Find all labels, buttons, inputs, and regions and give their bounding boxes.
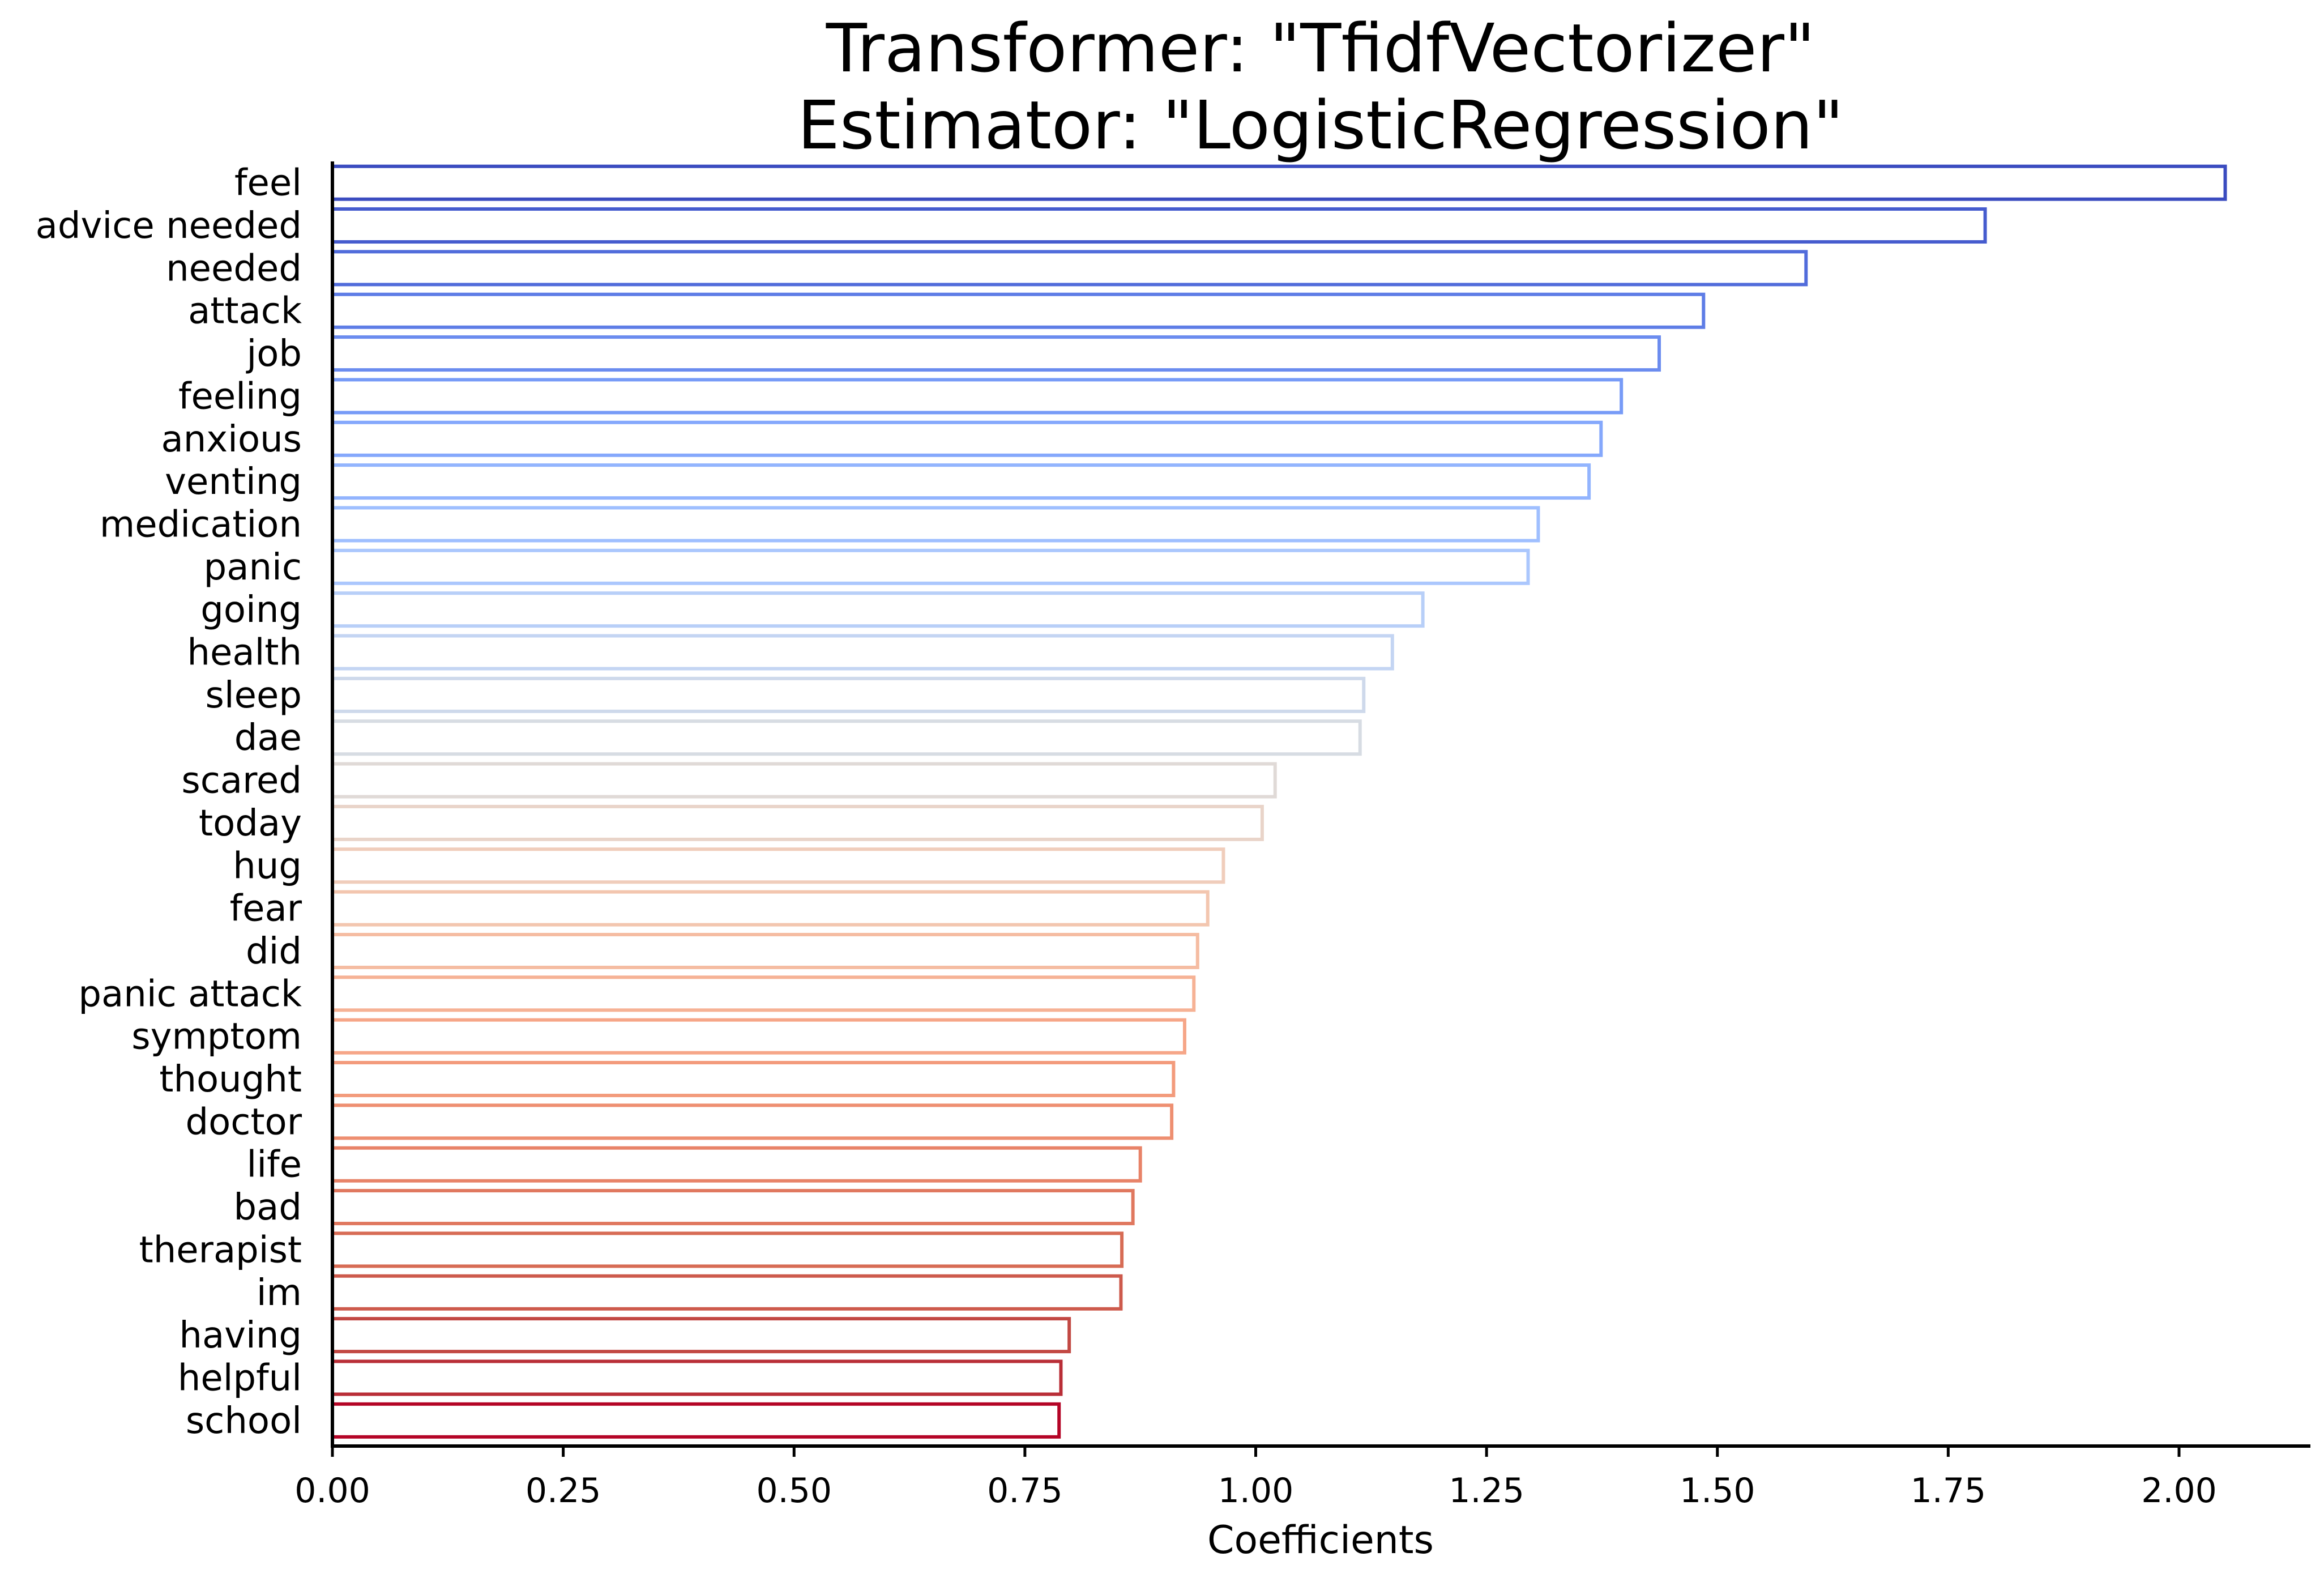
title-line-2: Estimator: "LogisticRegression" xyxy=(797,86,1843,164)
category-label: medication xyxy=(100,504,302,545)
bar-having xyxy=(331,1317,1071,1354)
bar-fear xyxy=(331,890,1210,927)
category-label: bad xyxy=(234,1187,302,1229)
bar-helpful xyxy=(331,1359,1063,1396)
category-label: feel xyxy=(234,163,302,204)
bar-thought xyxy=(331,1061,1176,1098)
category-label: job xyxy=(245,333,302,375)
bar-symptom xyxy=(331,1018,1186,1055)
bar-going xyxy=(331,591,1425,628)
category-label: feeling xyxy=(178,376,302,417)
x-tick-label: 1.00 xyxy=(1218,1471,1294,1511)
bars-group xyxy=(331,164,2227,1439)
category-label: health xyxy=(187,632,302,674)
bar-health xyxy=(331,634,1394,671)
bar-feel xyxy=(331,164,2227,201)
category-label: hug xyxy=(233,845,302,887)
category-label: going xyxy=(200,589,302,631)
category-label: im xyxy=(257,1272,302,1314)
x-tick-label: 0.50 xyxy=(756,1471,832,1511)
bar-advice-needed xyxy=(331,207,1987,244)
chart-title: Transformer: "TfidfVectorizer" Estimator… xyxy=(797,9,1843,164)
category-label: helpful xyxy=(178,1357,302,1399)
category-label: having xyxy=(179,1315,302,1357)
category-label: school xyxy=(186,1400,302,1442)
category-label: scared xyxy=(181,760,302,802)
x-tick-label: 0.25 xyxy=(526,1471,601,1511)
category-label: attack xyxy=(188,291,302,332)
category-label: sleep xyxy=(206,675,302,717)
category-label: dae xyxy=(234,717,302,759)
category-label: thought xyxy=(159,1059,302,1101)
category-label: therapist xyxy=(139,1229,302,1271)
bar-venting xyxy=(331,463,1591,500)
x-tick-label: 0.75 xyxy=(987,1471,1063,1511)
bar-im xyxy=(331,1274,1123,1311)
bar-panic-attack xyxy=(331,975,1196,1012)
x-tick-label: 1.25 xyxy=(1449,1471,1524,1511)
title-line-1: Transformer: "TfidfVectorizer" xyxy=(826,9,1815,87)
category-label: did xyxy=(246,931,302,973)
category-label: needed xyxy=(166,248,302,289)
bar-did xyxy=(331,932,1199,969)
category-label: today xyxy=(199,803,302,845)
bar-dae xyxy=(331,719,1362,756)
bar-today xyxy=(331,804,1264,841)
bar-medication xyxy=(331,506,1540,543)
bar-anxious xyxy=(331,420,1603,457)
bar-job xyxy=(331,335,1661,372)
bar-doctor xyxy=(331,1103,1174,1140)
category-label: life xyxy=(247,1144,302,1186)
bar-bad xyxy=(331,1189,1135,1226)
bar-life xyxy=(331,1146,1142,1183)
category-label: advice needed xyxy=(36,205,302,247)
category-label: panic attack xyxy=(78,973,302,1015)
x-tick-label: 1.50 xyxy=(1680,1471,1755,1511)
category-label: anxious xyxy=(161,419,302,460)
category-label: symptom xyxy=(131,1016,302,1058)
bar-feeling xyxy=(331,378,1624,415)
bar-hug xyxy=(331,847,1225,884)
bar-attack xyxy=(331,292,1706,329)
bar-scared xyxy=(331,762,1277,799)
x-axis-label: Coefficients xyxy=(1207,1518,1434,1563)
x-tick-label: 0.00 xyxy=(294,1471,370,1511)
category-label: panic xyxy=(204,547,302,589)
bar-sleep xyxy=(331,676,1366,713)
bar-school xyxy=(331,1402,1061,1439)
bar-panic xyxy=(331,548,1530,585)
x-axis-ticks: 0.00 0.25 0.50 0.75 1.00 1.25 1.50 1.75 2.00 xyxy=(294,1446,2217,1511)
category-label: venting xyxy=(165,461,302,503)
bar-needed xyxy=(331,250,1808,287)
x-tick-label: 2.00 xyxy=(2141,1471,2217,1511)
bar-therapist xyxy=(331,1231,1124,1268)
x-tick-label: 1.75 xyxy=(1911,1471,1986,1511)
category-label: doctor xyxy=(185,1101,302,1143)
category-label: fear xyxy=(230,888,302,930)
